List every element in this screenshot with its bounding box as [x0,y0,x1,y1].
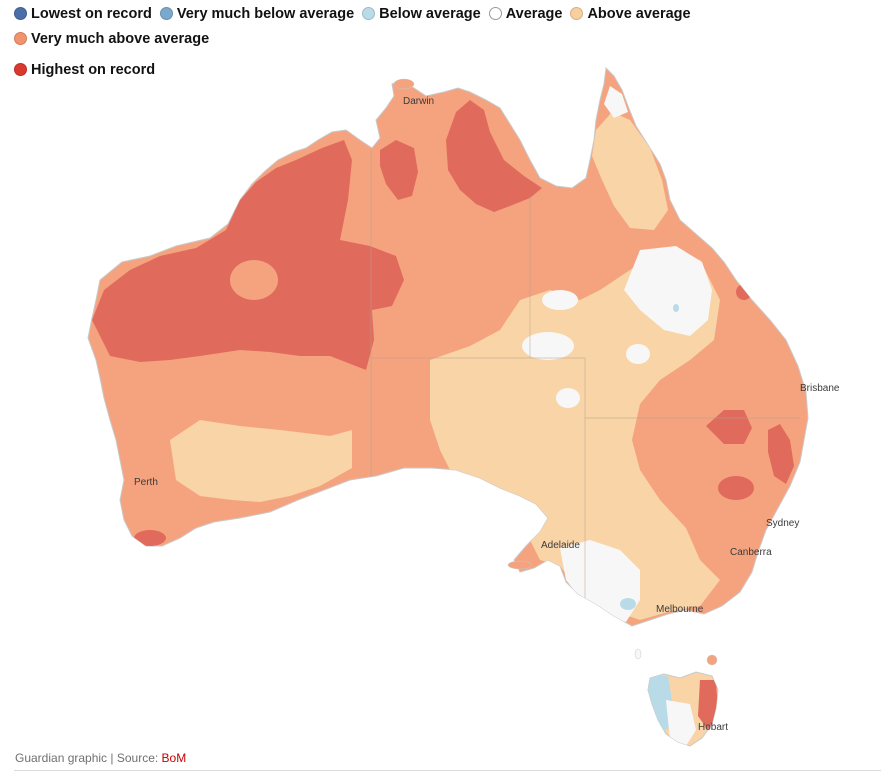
legend-swatch-below [362,7,376,20]
legend-label: Below average [379,5,481,22]
region-average-blob2 [556,388,580,408]
state-borders [370,150,800,600]
legend-label: Lowest on record [31,5,152,22]
island-kangaroo [507,560,533,570]
island-melville [393,78,415,90]
city-label-sydney: Sydney [766,518,800,529]
footer-credit-text: Guardian graphic | Source: [15,751,162,765]
legend-swatch-highest [14,63,27,76]
legend-item-average: Average [488,4,563,23]
island-king [634,648,642,660]
footer-credit: Guardian graphic | Source: BoM [15,751,186,765]
legend-item-very-above: Very much above average [14,29,209,48]
city-label-adelaide: Adelaide [541,540,580,551]
city-label-canberra: Canberra [730,547,772,558]
region-average-blob4 [542,290,578,310]
region-average-blob3 [626,344,650,364]
legend-item-below: Below average [362,4,481,23]
city-label-hobart: Hobart [698,722,729,733]
city-label-perth: Perth [134,477,158,488]
region-average-tas [666,700,696,746]
region-below-vic [620,598,636,610]
region-highest-qld-coast [736,284,752,300]
region-highest-nsw [706,410,752,444]
region-highest-nsw-inland [718,476,754,500]
footer-divider [14,770,881,771]
legend-swatch-above [570,7,584,20]
region-very-above-wa-hole [230,260,278,300]
region-highest-nsw-coast [768,424,794,484]
legend-item-very-below: Very much below average [159,4,355,23]
region-average-qld [624,246,712,336]
legend-label: Above average [587,5,691,22]
legend-swatch-very-below [159,7,173,20]
legend-swatch-average [488,7,502,20]
region-above-sw [170,420,352,502]
source-link[interactable]: BoM [161,751,187,765]
legend-item-above: Above average [570,4,691,23]
city-label-brisbane: Brisbane [800,383,840,394]
region-average-vic [560,540,640,622]
legend-swatch-very-above [14,32,27,45]
region-highest-sw-tip [134,530,166,546]
region-highest-nt [380,140,418,200]
region-above-qld-coast [592,112,668,230]
city-label-melbourne: Melbourne [656,604,704,615]
legend-label: Very much below average [176,5,355,22]
legend-label: Very much above average [31,30,210,47]
island-flinders [706,654,718,666]
region-average-qld-north [604,86,628,118]
region-highest-gulf [446,100,542,212]
region-below-qld [673,304,679,312]
legend-label: Average [505,5,563,22]
region-highest-wa [92,140,404,370]
region-highest-tas [698,680,718,730]
region-average-blob1 [522,332,574,360]
legend-label: Highest on record [31,61,156,78]
region-above-central [430,250,720,620]
legend-swatch-lowest [14,7,27,20]
region-fills [92,86,800,622]
legend: Lowest on record Very much below average… [14,4,884,79]
city-label-darwin: Darwin [403,96,435,107]
legend-item-lowest: Lowest on record [14,4,152,23]
legend-item-highest: Highest on record [14,60,155,79]
